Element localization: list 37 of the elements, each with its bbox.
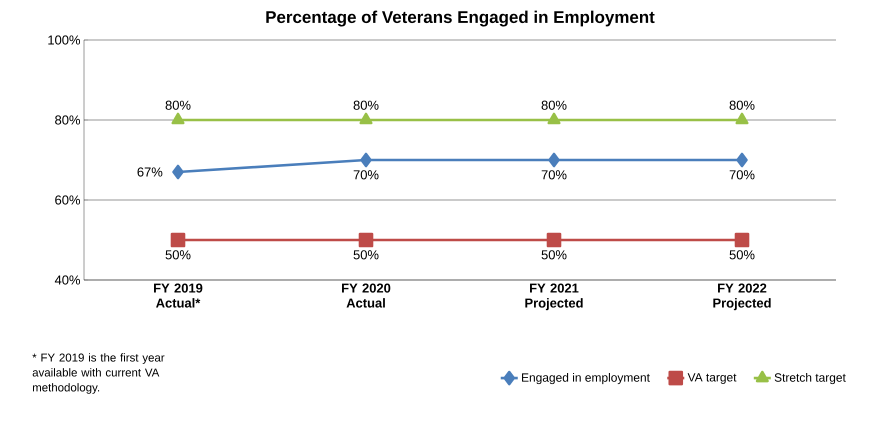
point (172, 164, 184, 180)
point (172, 112, 184, 124)
legend-label: Engaged in employment (522, 372, 650, 384)
x-tick-label: FY 2022 Projected (713, 284, 771, 310)
point (360, 112, 372, 124)
data-label: 80% (542, 100, 567, 110)
point (548, 112, 560, 124)
point (546, 232, 562, 248)
text: * FY 2019 is the first year available with current VA methodology. (32, 353, 164, 394)
point (358, 232, 374, 248)
y-tick-label: 80% (55, 115, 80, 125)
point (548, 152, 560, 168)
point (734, 232, 750, 248)
data-label: 70% (354, 170, 379, 180)
x-tick-label: FY 2019 Actual* (154, 284, 202, 308)
point (736, 112, 748, 124)
legend-label: Stretch target (774, 372, 846, 384)
data-label: 67% (138, 167, 162, 177)
data-label: 80% (354, 100, 379, 110)
data-label: 80% (166, 100, 191, 110)
y-tick-label: 100% (48, 35, 80, 45)
data-label: 70% (542, 170, 567, 180)
y-tick-label: 40% (54, 275, 80, 285)
x-tick-label: FY 2021 Projected (525, 284, 583, 310)
legend-label: VA target (688, 373, 736, 384)
data-label: 50% (166, 250, 191, 260)
data-label: 50% (354, 250, 379, 260)
data-label: 50% (542, 250, 567, 260)
data-label: 70% (730, 170, 755, 180)
point (170, 232, 186, 248)
data-label: 80% (730, 100, 755, 110)
chart-title: Percentage of Veterans Engaged in Employment (266, 10, 655, 27)
y-tick-label: 60% (55, 195, 80, 205)
point (360, 152, 372, 168)
data-label: 50% (730, 250, 755, 260)
x-tick-label: FY 2020 Actual (342, 284, 390, 308)
point (736, 152, 748, 168)
